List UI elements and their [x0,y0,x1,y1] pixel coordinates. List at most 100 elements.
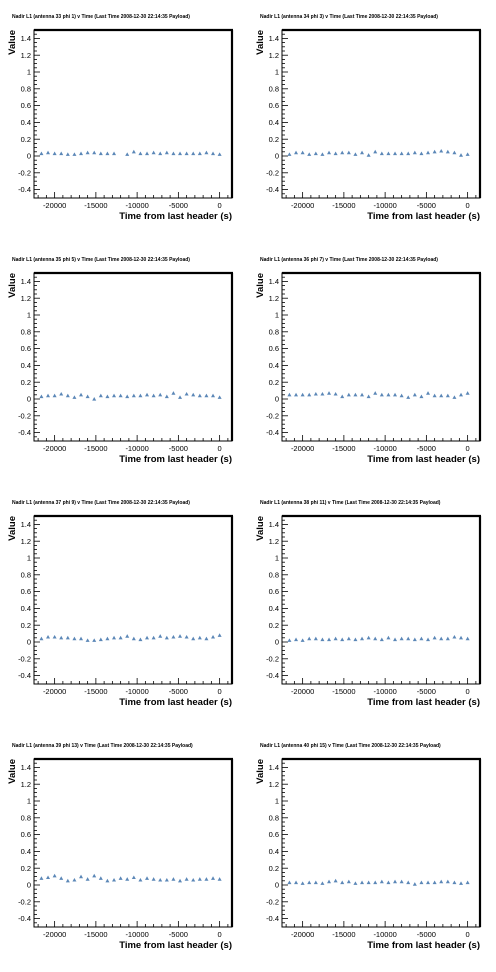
data-point [426,391,431,395]
x-tick-label: -5000 [417,444,436,453]
data-point [327,391,332,395]
data-point [353,392,358,397]
data-point [158,392,163,397]
data-point [445,149,450,154]
y-tick-label: 0.8 [21,327,31,336]
x-tick-label: -10000 [373,201,396,210]
data-point [125,877,130,881]
plot-frame [281,758,481,928]
x-tick-label: 0 [218,930,222,939]
data-point [204,636,209,641]
y-tick-label: 1 [275,311,279,320]
data-point [191,151,196,156]
data-point [313,636,318,641]
data-point [92,150,97,155]
x-tick-label: -15000 [84,201,107,210]
data-point [419,636,424,641]
data-point [313,391,318,396]
data-point [445,636,450,641]
data-point [406,395,411,399]
data-point [191,392,196,397]
y-axis-label: Value [7,516,18,541]
data-point [118,393,123,398]
data-point [465,880,470,885]
y-tick-label: 0.4 [269,847,279,856]
data-point [151,150,156,155]
data-point [178,395,183,399]
data-point [346,879,351,884]
data-point [85,394,90,399]
data-point [79,151,84,156]
data-point [52,873,57,878]
data-point [294,392,299,397]
data-point [386,880,391,885]
chart-svg: Nadir L1 (antenna 40 phi 15) v Time (Las… [255,743,482,951]
x-tick-label: -10000 [373,687,396,696]
data-point [412,637,417,642]
data-point [39,636,44,641]
data-point [300,150,305,155]
y-tick-label: 0 [27,152,31,161]
data-point [360,392,365,397]
data-point [105,394,110,399]
x-tick-label: -10000 [373,444,396,453]
data-point [211,151,216,156]
data-point [92,397,97,401]
data-point [333,391,338,396]
data-point [439,879,444,884]
x-tick-label: -20000 [291,930,314,939]
y-tick-label: 0.2 [269,621,279,630]
data-point [171,391,176,395]
data-point [72,395,77,399]
y-tick-label: 0.6 [269,101,279,110]
data-point [459,392,464,397]
y-tick-label: 0.2 [21,135,31,144]
data-point [151,393,156,398]
data-point [300,881,305,885]
y-tick-label: 0.8 [269,570,279,579]
chart-title: Nadir L1 (antenna 35 phi 5) v Time (Last… [12,257,190,263]
data-point [79,874,84,879]
data-point [393,637,398,642]
x-tick-label: -15000 [84,687,107,696]
data-point [379,392,384,397]
x-tick-label: -15000 [332,687,355,696]
chart-title: Nadir L1 (antenna 40 phi 15) v Time (Las… [260,743,441,749]
chart-title: Nadir L1 (antenna 38 phi 11) v Time (Las… [260,500,441,506]
data-point [65,635,70,640]
data-point [353,152,358,156]
chart-panel: Nadir L1 (antenna 33 phi 1) v Time (Last… [0,0,248,243]
y-tick-label: 0.6 [269,344,279,353]
data-point [204,877,209,881]
data-point [393,392,398,397]
data-point [211,876,216,880]
y-tick-label: 0.6 [21,830,31,839]
x-tick-label: -20000 [43,930,66,939]
data-point [217,395,222,399]
data-point [125,634,130,638]
x-tick-label: 0 [218,444,222,453]
data-point [79,636,84,641]
data-point [39,394,44,399]
x-tick-label: 0 [466,930,470,939]
chart-svg: Nadir L1 (antenna 33 phi 1) v Time (Last… [7,14,234,222]
y-tick-label: 1 [275,68,279,77]
data-point [204,393,209,398]
y-tick-label: -0.4 [266,428,279,437]
data-point [79,392,84,397]
data-point [131,393,136,398]
data-point [406,880,411,885]
data-point [52,634,57,639]
x-tick-label: -10000 [373,930,396,939]
x-axis-label: Time from last header (s) [119,211,232,222]
data-point [459,635,464,640]
y-axis-label: Value [7,273,18,298]
data-point [340,637,345,642]
y-tick-label: 0.6 [21,101,31,110]
data-point [307,880,312,885]
y-tick-label: 1.2 [269,780,279,789]
data-point [439,636,444,641]
data-point [131,149,136,154]
data-point [439,393,444,398]
data-point [204,150,209,155]
